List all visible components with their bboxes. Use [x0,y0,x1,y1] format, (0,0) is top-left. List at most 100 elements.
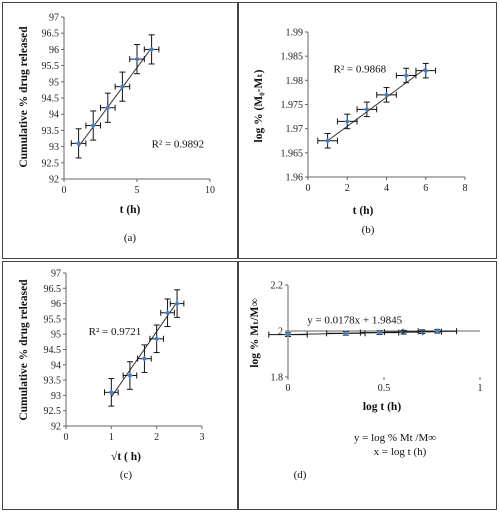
data-point [317,133,338,149]
panel-frame [238,261,497,510]
y-tick-label: 94 [51,360,61,371]
data-point [356,101,378,118]
annotation: y = 0.0178x + 1.9845 [307,315,402,327]
y-tick-label: 96.5 [42,29,60,40]
panel-frame [2,2,238,259]
point-marker [174,300,180,307]
data-point [417,328,458,335]
note: x = log t (h) [374,446,427,458]
point-marker [164,309,171,316]
y-tick-label: 94.5 [42,94,60,105]
x-tick-label: 10 [205,185,215,196]
x-axis-label: log t (h) [363,401,402,413]
data-point [415,62,437,79]
data-point [100,92,116,123]
x-tick-label: 0 [64,432,69,443]
y-tick-label: 92 [49,175,59,186]
y-axis-label: Cumulative % drug released [18,26,30,168]
point-marker [90,122,97,129]
note: y = log % Mt /M∞ [354,432,436,444]
data-point [85,110,101,141]
x-axis-label: t (h) [353,205,374,217]
x-tick-label: 8 [463,183,468,194]
panel-label: (c) [120,469,133,481]
y-tick-label: 1.97 [286,124,304,135]
y-tick-label: 94.5 [44,345,62,356]
y-axis-label: Cumulative % drug released [18,279,30,421]
y-tick-label: 1.965 [281,148,304,159]
y-tick-label: 95 [51,330,61,341]
x-axis-label: t (h) [120,204,141,216]
point-marker [119,83,126,90]
data-point [122,361,138,390]
data-point [104,378,119,407]
y-tick-label: 95.5 [42,61,60,72]
point-marker [104,104,111,111]
panel-label: (a) [124,232,137,244]
y-tick-label: 96 [49,45,59,56]
data-point [149,324,164,354]
x-tick-label: 5 [135,185,140,196]
x-tick-label: 6 [423,183,428,194]
y-tick-label: 1.975 [281,100,304,111]
data-point [376,87,397,103]
point-marker [285,331,291,338]
data-point [169,289,185,318]
x-tick-label: 2 [345,183,350,194]
point-marker [75,140,82,147]
y-tick-label: 92.5 [42,158,60,169]
data-point [326,330,366,337]
x-tick-label: 0 [286,383,291,394]
y-tick-label: 2 [278,327,283,338]
point-marker [403,72,409,79]
point-marker [148,46,155,53]
data-point [336,113,358,130]
point-marker [383,92,390,98]
y-axis-label: log % (M₀-Mₜ) [253,69,265,142]
point-marker [344,118,351,125]
x-tick-label: 0.5 [378,383,391,394]
data-point [395,67,417,84]
y-tick-label: 94 [49,110,59,121]
annotation: R² = 0.9721 [89,326,142,338]
point-marker [376,329,383,336]
y-tick-label: 1.8 [271,373,284,384]
panel-label: (d) [294,469,307,481]
y-tick-label: 95 [49,77,59,88]
y-tick-label: 2.2 [271,281,284,292]
y-tick-label: 93 [49,142,59,153]
y-tick-label: 93.5 [44,376,62,387]
x-tick-label: 0 [306,183,311,194]
x-tick-label: 2 [154,432,159,443]
y-tick-label: 93.5 [42,126,60,137]
y-tick-label: 1.96 [286,173,304,184]
panel-label: (b) [362,224,375,236]
y-tick-label: 93 [51,391,61,402]
panel-frame [2,261,238,510]
data-point [70,128,87,159]
y-tick-label: 1.98 [286,76,304,87]
annotation: R² = 0.9868 [334,63,387,75]
point-marker [324,137,331,144]
point-marker [108,389,115,396]
data-point [160,298,175,328]
y-tick-label: 92 [51,422,61,433]
panel-frame [238,2,497,259]
point-marker [364,106,370,113]
x-tick-label: 4 [384,183,389,194]
y-axis-label: log % Mₜ/M∞ [249,298,261,367]
y-tick-label: 96.5 [44,284,62,295]
y-tick-label: 1.99 [286,28,304,39]
annotation: R² = 0.9892 [152,138,205,150]
data-point [114,71,131,102]
x-tick-label: 0 [62,185,67,196]
data-point [143,34,160,65]
x-tick-label: 1 [478,383,483,394]
data-point [137,344,152,373]
trendline [327,67,427,142]
point-marker [153,335,160,342]
y-tick-label: 92.5 [44,406,62,417]
y-tick-label: 96 [51,299,61,310]
point-marker [434,328,441,335]
